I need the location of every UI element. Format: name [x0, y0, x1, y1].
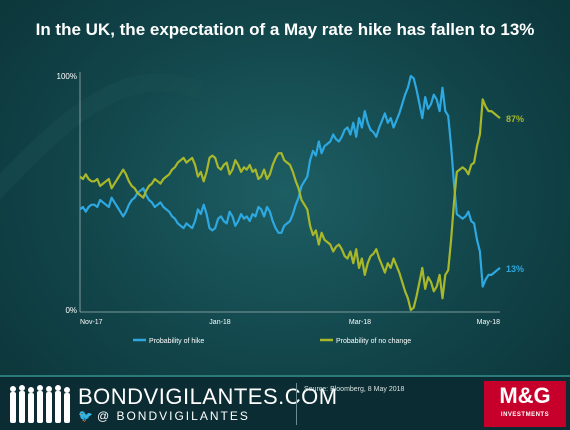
mg-logo: M&G INVESTMENTS — [484, 381, 566, 427]
series-line-2 — [79, 98, 501, 312]
legend-label: Probability of hike — [149, 338, 204, 345]
people-silhouette-icon — [10, 385, 70, 423]
footer: BONDVIGILANTES.COM 🐦 @ BONDVIGILANTES Sou… — [0, 375, 570, 430]
logo-text: M&G — [499, 383, 551, 408]
twitter-bird-icon: 🐦 — [78, 409, 95, 423]
chart-title: In the UK, the expectation of a May rate… — [35, 20, 535, 39]
brand-name: BONDVIGILANTES.COM — [78, 384, 338, 409]
y-tick-label: 100% — [57, 72, 77, 81]
handle-text: @ BONDVIGILANTES — [96, 409, 250, 423]
logo-subtext: INVESTMENTS — [500, 412, 550, 418]
y-tick-label: 0% — [65, 306, 77, 315]
source-note: Source: Bloomberg, 8 May 2018 — [304, 386, 405, 393]
x-tick-label: May-18 — [477, 319, 500, 326]
legend-label: Probability of no change — [336, 338, 411, 345]
x-tick-label: Mar-18 — [349, 319, 371, 326]
chart: 100% 0%Nov-17 Jan-18 Mar-18 May-18 13% 87% Pr… — [0, 72, 525, 345]
series-line-1 — [79, 74, 501, 288]
series-end-label: 87% — [506, 114, 524, 124]
series-end-label: 13% — [506, 264, 524, 274]
footer-divider — [296, 383, 297, 425]
x-tick-label: Jan-18 — [209, 319, 231, 326]
x-tick-label: Nov-17 — [80, 319, 103, 326]
twitter-handle: 🐦 @ BONDVIGILANTES — [78, 409, 250, 423]
